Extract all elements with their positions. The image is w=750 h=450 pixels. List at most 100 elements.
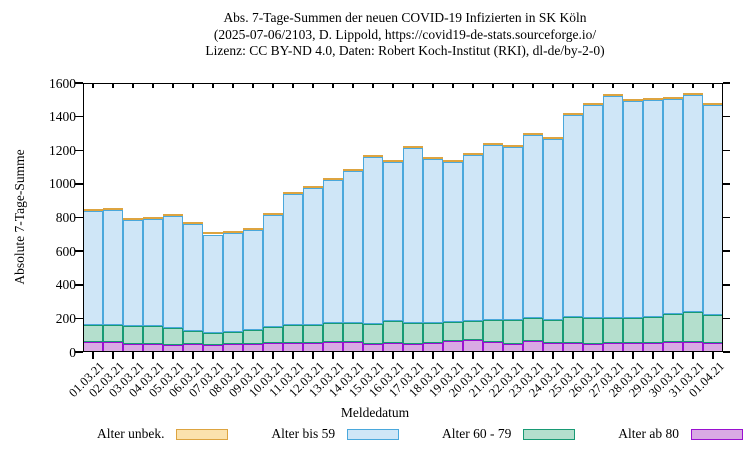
- bar-segment-bis59: [363, 157, 383, 325]
- x-tick-mark: [592, 352, 594, 359]
- bar-segment-a60-79: [363, 324, 383, 345]
- legend-label-a60-79: Alter 60 - 79: [442, 426, 512, 441]
- bar-segment-a60-79: [643, 316, 663, 344]
- x-tick-mark: [152, 352, 154, 359]
- chart-title-line1: Abs. 7-Tage-Summen der neuen COVID-19 In…: [223, 10, 587, 25]
- x-tick-mark: [452, 83, 454, 88]
- y-tick-label: 200: [55, 310, 76, 326]
- bar-segment-ab80: [283, 343, 303, 352]
- bar-segment-unbek: [663, 96, 683, 99]
- bar-segment-ab80: [103, 342, 123, 352]
- bar-segment-a60-79: [283, 324, 303, 344]
- y-tick-label: 1200: [49, 142, 76, 158]
- y-tick-mark: [723, 183, 730, 185]
- bar-segment-unbek: [263, 212, 283, 215]
- legend-item-a60-79: Alter 60 - 79: [442, 426, 576, 442]
- legend: Alter unbek. Alter bis 59 Alter 60 - 79 Alt…: [97, 426, 743, 442]
- bar-segment-ab80: [643, 343, 663, 352]
- x-tick-mark: [692, 352, 694, 359]
- x-tick-mark: [692, 83, 694, 88]
- bar-segment-a60-79: [423, 322, 443, 344]
- bar-segment-unbek: [583, 103, 603, 106]
- bar-segment-a60-79: [103, 325, 123, 343]
- x-tick-mark: [312, 83, 314, 88]
- bar-segment-a60-79: [443, 321, 463, 342]
- bar-segment-unbek: [703, 103, 723, 106]
- bar-segment-ab80: [683, 342, 703, 352]
- x-tick-mark: [552, 352, 554, 359]
- y-tick-mark: [723, 82, 730, 84]
- bar-segment-a60-79: [163, 328, 183, 345]
- y-axis-title: Absolute 7-Tage-Summe: [12, 149, 27, 285]
- x-tick-mark: [532, 83, 534, 88]
- bar-segment-ab80: [403, 343, 423, 352]
- bar-segment-bis59: [223, 232, 243, 332]
- x-tick-mark: [352, 352, 354, 359]
- y-tick-mark: [723, 216, 730, 219]
- y-tick-mark: [75, 250, 83, 252]
- x-tick-mark: [232, 352, 234, 359]
- bar-segment-bis59: [683, 95, 703, 312]
- x-tick-mark: [432, 83, 434, 88]
- y-tick-mark: [75, 115, 83, 118]
- x-tick-mark: [652, 352, 654, 359]
- y-tick-mark: [75, 82, 83, 84]
- x-tick-mark: [612, 83, 614, 88]
- x-axis-title: Meldedatum: [340, 405, 410, 420]
- y-tick-mark: [75, 351, 83, 353]
- y-tick-label: 400: [55, 277, 76, 293]
- y-tick-mark: [75, 149, 83, 151]
- bar-segment-unbek: [643, 98, 663, 101]
- legend-label-ab80: Alter ab 80: [618, 426, 679, 441]
- bar-segment-unbek: [443, 159, 463, 162]
- legend-item-bis59: Alter bis 59: [271, 426, 400, 442]
- legend-swatch-a60-79: [523, 428, 576, 440]
- bar-segment-bis59: [703, 105, 723, 316]
- x-tick-mark: [252, 83, 254, 88]
- bar-segment-a60-79: [243, 329, 263, 344]
- x-tick-mark: [652, 83, 654, 88]
- x-tick-mark: [272, 352, 274, 359]
- bar-segment-bis59: [143, 218, 163, 327]
- bar-segment-unbek: [203, 232, 223, 235]
- bar-segment-a60-79: [703, 315, 723, 344]
- bar-segment-bis59: [323, 179, 343, 324]
- bar-segment-a60-79: [483, 320, 503, 343]
- bar-segment-bis59: [543, 139, 563, 321]
- x-tick-mark: [432, 352, 434, 359]
- bar-segment-unbek: [283, 191, 303, 194]
- chart-title: Abs. 7-Tage-Summen der neuen COVID-19 In…: [60, 10, 750, 60]
- x-tick-mark: [472, 352, 474, 359]
- legend-swatch-bis59: [347, 428, 400, 440]
- x-tick-mark: [212, 352, 214, 359]
- bar-segment-a60-79: [623, 317, 643, 344]
- chart-title-line2: (2025-07-06/2103, D. Lippold, https://co…: [213, 26, 597, 42]
- bar-segment-unbek: [503, 144, 523, 147]
- x-tick-mark: [152, 83, 154, 88]
- bar-segment-unbek: [303, 186, 323, 189]
- y-tick-mark: [723, 351, 730, 353]
- y-tick-mark: [723, 284, 730, 286]
- legend-label-unbek: Alter unbek.: [97, 426, 165, 441]
- bar-segment-ab80: [423, 343, 443, 352]
- y-tick-label: 800: [55, 210, 76, 225]
- bar-segment-bis59: [523, 134, 543, 319]
- bar-segment-ab80: [123, 343, 143, 352]
- bar-segment-a60-79: [303, 324, 323, 344]
- bar-segment-bis59: [423, 159, 443, 323]
- bar-segment-bis59: [383, 161, 403, 322]
- x-tick-mark: [552, 83, 554, 88]
- bar-segment-a60-79: [563, 317, 583, 344]
- bar-segment-a60-79: [83, 325, 103, 343]
- x-tick-mark: [312, 352, 314, 359]
- x-tick-mark: [132, 83, 134, 88]
- plot-area: 0 200 400 600 800 1000 1200 1400 1600 01.03.21 02.…: [49, 76, 730, 400]
- legend-item-unbek: Alter unbek.: [97, 426, 229, 442]
- x-tick-mark: [172, 83, 174, 88]
- x-tick-mark: [572, 83, 574, 88]
- bar-segment-ab80: [383, 343, 403, 352]
- x-tick-mark: [92, 352, 94, 359]
- bar-segment-unbek: [563, 113, 583, 116]
- bar-segment-ab80: [323, 342, 343, 352]
- bar-segment-unbek: [183, 221, 203, 224]
